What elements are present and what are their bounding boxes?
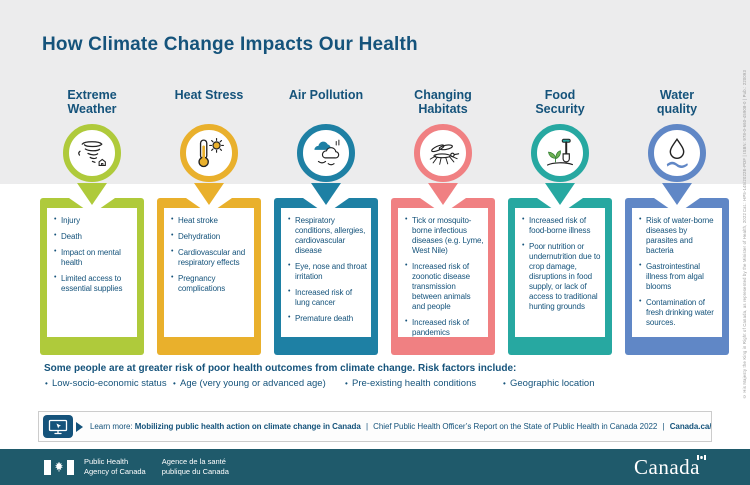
page-title: How Climate Change Impacts Our Health <box>42 34 418 55</box>
header-band <box>0 0 750 184</box>
impact-list: Tick or mosquito-borne infectious diseas… <box>404 216 484 337</box>
column-header: Changing Habitats <box>414 88 472 116</box>
risk-heading: Some people are at greater risk of poor … <box>44 363 517 374</box>
list-item: Eye, nose and throat irritation <box>287 262 367 282</box>
column-header: Air Pollution <box>288 88 364 102</box>
canada-flag-icon <box>44 459 74 475</box>
list-item: Injury <box>53 216 133 226</box>
divider: | <box>365 422 368 431</box>
impact-columns: Extreme Weather InjuryDeathImpact on <box>40 88 729 355</box>
smog-cloud-icon <box>297 124 355 182</box>
list-item: Premature death <box>287 314 367 324</box>
risk-factor: Age (very young or advanced age) <box>172 378 326 389</box>
report-title: Mobilizing public health action on clima… <box>134 422 361 431</box>
footer-bar: Public Health Agency of Canada Agence de… <box>0 449 750 485</box>
learn-more-text: Learn more: Mobilizing public health act… <box>90 422 711 431</box>
list-item: Risk of water-borne diseases by parasite… <box>638 216 718 256</box>
report-url-link[interactable]: Canada.ca/CPHOreport <box>669 422 711 431</box>
impact-card: Respiratory conditions, allergies, cardi… <box>274 183 378 355</box>
risk-factor-list: Low-socio-economic status Age (very young… <box>44 378 595 391</box>
risk-section: Some people are at greater risk of poor … <box>44 363 595 391</box>
list-item: Increased risk of zoonotic disease trans… <box>404 262 484 312</box>
impact-list: Increased risk of food-borne illness Poor… <box>521 216 601 312</box>
list-item: Limited access to essential supplies <box>53 274 133 294</box>
column-header: Extreme Weather <box>67 88 117 116</box>
impact-list: Respiratory conditions, allergies, cardi… <box>287 216 367 324</box>
list-item: Death <box>53 232 133 242</box>
column-header: Heat Stress <box>174 88 244 102</box>
list-item: Increased risk of pandemics <box>404 318 484 337</box>
risk-factor: Low-socio-economic status <box>44 378 167 389</box>
column-food-security: Food Security Increased risk of food-bor… <box>508 88 612 355</box>
impact-card: Tick or mosquito-borne infectious diseas… <box>391 183 495 355</box>
pointer-arrow-icon <box>76 421 83 432</box>
list-item: Gastrointestinal illness from algal bloo… <box>638 262 718 292</box>
list-item: Poor nutrition or undernutrition due to … <box>521 242 601 312</box>
impact-card: Injury Death Impact on mental health Limite… <box>40 183 144 355</box>
column-heat-stress: Heat Stress Heat strokeDehydrationCa <box>157 88 261 355</box>
impact-list: Heat stroke Dehydration Cardiovascular and… <box>170 216 250 294</box>
learn-more-bar: Learn more: Mobilizing public health act… <box>38 411 712 442</box>
agency-name-english: Public Health Agency of Canada <box>84 457 146 476</box>
list-item: Heat stroke <box>170 216 250 226</box>
canada-wordmark: Canada <box>634 455 706 480</box>
divider: | <box>662 422 665 431</box>
thermometer-sun-icon <box>180 124 238 182</box>
impact-list: Risk of water-borne diseases by parasite… <box>638 216 718 328</box>
catalogue-number-note: Cat.: HP5-145/2022E-PDF | ISBN: 978-0-66… <box>742 70 747 213</box>
wordmark-flag-icon <box>697 455 706 460</box>
list-item: Dehydration <box>170 232 250 242</box>
column-extreme-weather: Extreme Weather InjuryDeathImpact on <box>40 88 144 355</box>
tornado-icon <box>63 124 121 182</box>
impact-card: Heat stroke Dehydration Cardiovascular and… <box>157 183 261 355</box>
list-item: Impact on mental health <box>53 248 133 268</box>
list-item: Increased risk of lung cancer <box>287 288 367 308</box>
mosquito-icon <box>414 124 472 182</box>
list-item: Contamination of fresh drinking water so… <box>638 298 718 328</box>
column-air-pollution: Air Pollution Respiratory conditions, al… <box>274 88 378 355</box>
copyright-note: © His Majesty the King in Right of Canad… <box>742 213 747 400</box>
agency-name-french: Agence de la santé publique du Canada <box>161 457 229 476</box>
list-item: Tick or mosquito-borne infectious diseas… <box>404 216 484 256</box>
impact-card: Increased risk of food-borne illness Poor… <box>508 183 612 355</box>
column-changing-habitats: Changing Habitats Tick or mosquito-borne… <box>391 88 495 355</box>
column-header: Water quality <box>656 88 698 116</box>
list-item: Respiratory conditions, allergies, cardi… <box>287 216 367 256</box>
water-drop-icon <box>648 124 706 182</box>
impact-list: Injury Death Impact on mental health Limite… <box>53 216 133 294</box>
column-water-quality: Water quality Risk of water-borne diseas… <box>625 88 729 355</box>
impact-card: Risk of water-borne diseases by parasite… <box>625 183 729 355</box>
list-item: Cardiovascular and respiratory effects <box>170 248 250 268</box>
risk-factor: Geographic location <box>502 378 595 389</box>
risk-factor: Pre-existing health conditions <box>344 378 476 389</box>
report-monitor-icon <box>43 415 73 438</box>
learn-more-label: Learn more: <box>90 422 133 431</box>
list-item: Increased risk of food-borne illness <box>521 216 601 236</box>
shovel-plant-icon <box>531 124 589 182</box>
list-item: Pregnancy complications <box>170 274 250 294</box>
column-header: Food Security <box>535 88 585 116</box>
report-source: Chief Public Health Officer’s Report on … <box>373 422 658 431</box>
